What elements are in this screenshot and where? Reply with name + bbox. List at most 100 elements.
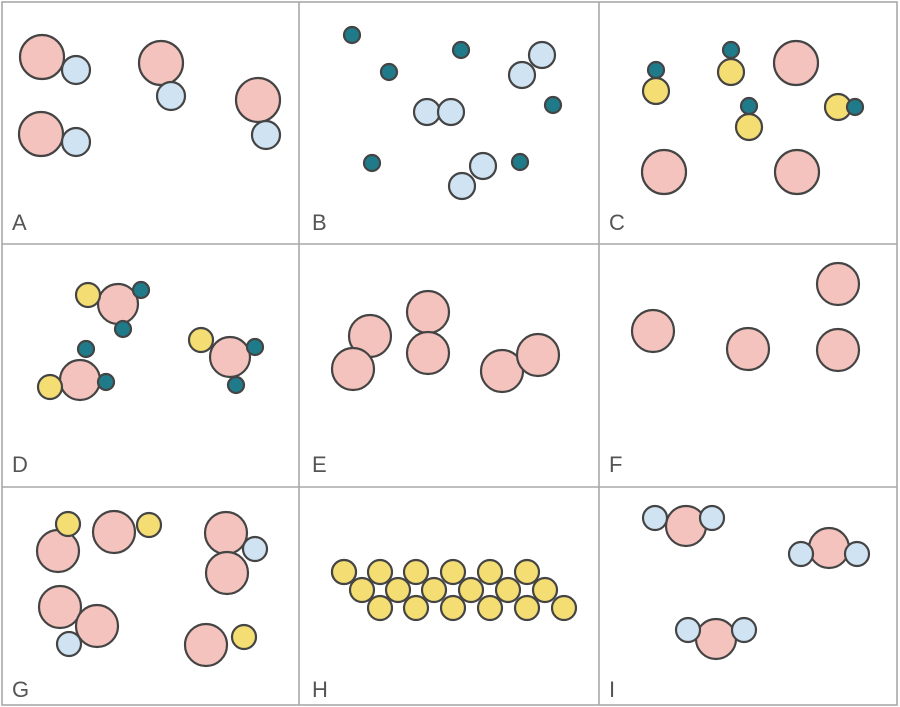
atom-lightblue	[527, 40, 557, 70]
atom-teal	[131, 280, 151, 300]
particle	[37, 584, 120, 658]
atom-lightblue	[787, 540, 815, 568]
atom-yellow	[513, 594, 541, 622]
atom-lightblue	[698, 504, 726, 532]
atom-pink	[725, 326, 771, 372]
particle	[630, 308, 676, 354]
panel-h	[330, 558, 578, 622]
particle	[543, 95, 563, 115]
particle	[815, 327, 861, 373]
panel-label-i: I	[609, 677, 615, 702]
atom-yellow	[420, 576, 448, 604]
particle	[412, 97, 466, 127]
atom-lightblue	[730, 616, 758, 644]
particle	[640, 148, 688, 196]
atom-yellow	[716, 57, 746, 87]
atom-lightblue	[468, 151, 498, 181]
particle	[773, 148, 821, 196]
panel-a	[17, 33, 282, 158]
particle	[91, 509, 163, 555]
atom-lightblue	[674, 616, 702, 644]
atom-pink	[515, 332, 561, 378]
atom-pink	[772, 39, 820, 87]
atom-pink	[640, 148, 688, 196]
atom-lightblue	[60, 54, 92, 86]
atom-pink	[204, 550, 250, 596]
panel-e	[330, 289, 561, 394]
particle	[451, 40, 471, 60]
atom-yellow	[734, 112, 764, 142]
atom-yellow	[366, 594, 394, 622]
atom-pink	[773, 148, 821, 196]
particle	[405, 289, 451, 376]
atom-yellow	[641, 76, 671, 106]
atom-pink	[630, 308, 676, 354]
atom-teal	[226, 375, 246, 395]
particle	[479, 332, 561, 394]
atom-lightblue	[250, 119, 282, 151]
atom-lightblue	[155, 80, 187, 112]
particle	[18, 33, 92, 86]
atom-lightblue	[436, 97, 466, 127]
atom-teal	[113, 319, 133, 339]
particle	[507, 40, 557, 90]
atom-pink	[815, 327, 861, 373]
panel-label-h: H	[312, 677, 328, 702]
particle	[35, 510, 82, 574]
atom-pink	[91, 509, 137, 555]
atom-yellow	[476, 594, 504, 622]
panel-g	[35, 509, 269, 668]
atom-pink	[234, 76, 282, 124]
atom-pink	[35, 528, 81, 574]
atom-yellow	[402, 558, 430, 586]
atom-pink	[18, 33, 66, 81]
atom-yellow	[348, 576, 376, 604]
atom-lightblue	[447, 171, 477, 201]
atom-pink	[74, 603, 120, 649]
panel-label-e: E	[312, 452, 327, 477]
particle	[36, 339, 116, 402]
panel-label-c: C	[609, 210, 625, 235]
atom-pink	[330, 346, 376, 392]
particle	[330, 313, 393, 392]
atom-yellow	[187, 326, 215, 354]
particle	[447, 151, 498, 201]
particle	[342, 25, 362, 45]
atom-teal	[845, 97, 865, 117]
panel-f	[630, 261, 861, 373]
panel-label-a: A	[12, 210, 27, 235]
atom-teal	[342, 25, 362, 45]
particle	[203, 510, 269, 596]
atoms-layer	[17, 25, 871, 668]
panel-c	[640, 39, 865, 196]
particle	[787, 526, 871, 570]
particle	[187, 326, 265, 395]
particle	[674, 616, 758, 661]
atom-pink	[17, 110, 65, 158]
atom-pink	[137, 39, 185, 87]
atom-teal	[76, 339, 96, 359]
atom-yellow	[230, 623, 258, 651]
atom-teal	[739, 96, 759, 116]
atom-yellow	[494, 576, 522, 604]
atom-teal	[646, 60, 666, 80]
atom-teal	[362, 153, 382, 173]
particle	[362, 153, 382, 173]
panel-d	[36, 280, 265, 402]
atom-lightblue	[412, 97, 442, 127]
atom-yellow	[439, 594, 467, 622]
atom-yellow	[531, 576, 559, 604]
atom-yellow	[54, 510, 82, 538]
atom-lightblue	[55, 630, 83, 658]
panel-i	[641, 504, 871, 661]
atom-teal	[379, 62, 399, 82]
particle	[234, 76, 282, 151]
atom-pink	[183, 622, 229, 668]
particle	[772, 39, 820, 87]
atom-yellow	[330, 558, 358, 586]
atom-teal	[510, 152, 530, 172]
panel-label-b: B	[312, 210, 327, 235]
particle	[137, 39, 187, 112]
atom-teal	[245, 337, 265, 357]
atom-pink	[664, 504, 708, 548]
